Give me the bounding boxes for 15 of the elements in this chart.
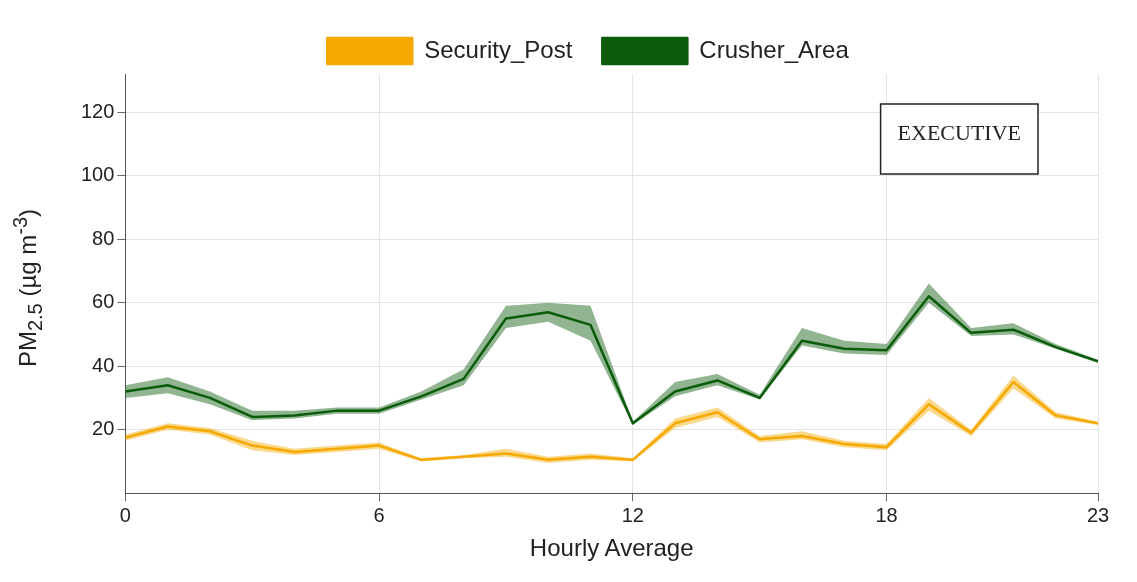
- annotation: EXECUTIVE: [897, 119, 1021, 145]
- legend-label: Security_Post: [424, 35, 573, 63]
- y-tick-label: 40: [92, 353, 115, 376]
- y-tick-label: 80: [92, 226, 115, 249]
- y-tick-label: 20: [92, 417, 115, 440]
- x-tick-label: 6: [373, 503, 385, 526]
- y-tick-label: 100: [80, 163, 115, 186]
- y-tick-label: 120: [80, 99, 115, 122]
- x-tick-label: 12: [621, 503, 644, 526]
- x-axis-title: Hourly Average: [529, 534, 694, 562]
- y-tick-label: 60: [92, 290, 115, 313]
- x-tick-label: 0: [119, 503, 131, 526]
- x-tick-label: 18: [875, 503, 898, 526]
- x-tick-label: 23: [1086, 503, 1110, 526]
- legend-label: Crusher_Area: [699, 35, 850, 63]
